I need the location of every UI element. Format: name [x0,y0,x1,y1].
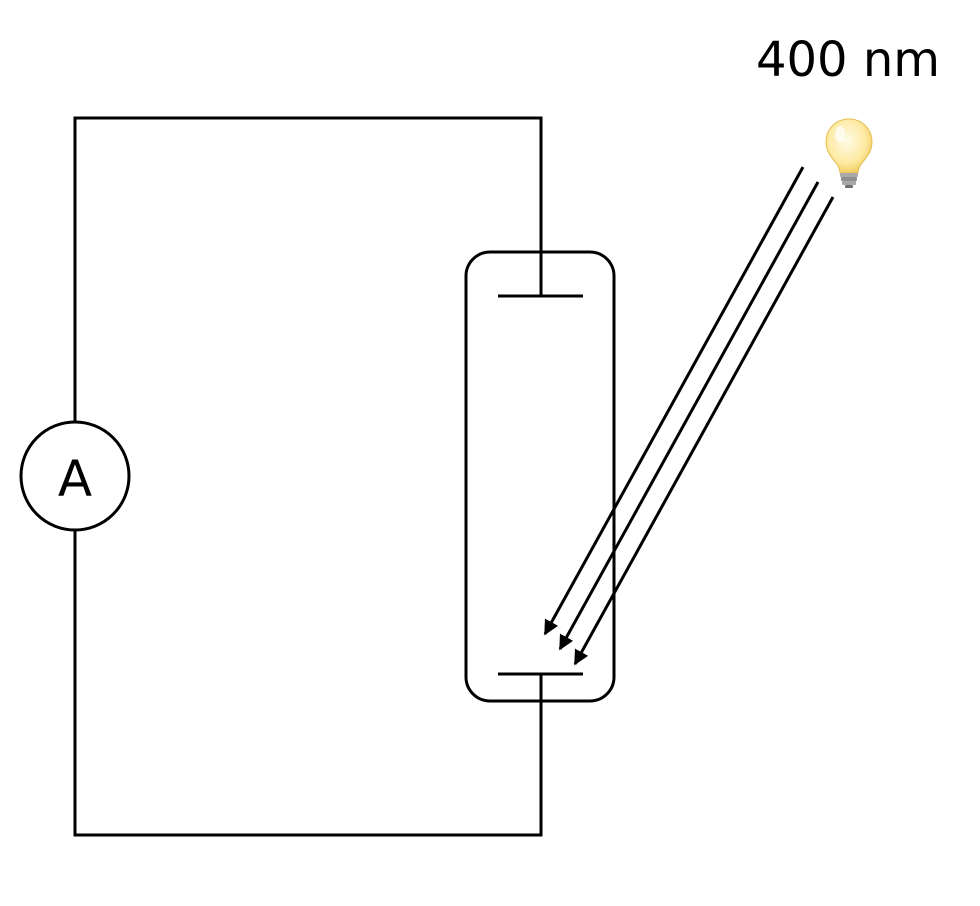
light-ray-3 [573,196,835,666]
bulb-highlight [835,126,845,142]
tube-envelope [464,250,616,703]
bulb-base-1 [840,173,858,177]
bulb-glass [825,118,873,174]
light-rays [543,166,835,666]
bulb-base-3 [842,181,856,185]
bulb-tip [845,185,853,188]
bulb-base-2 [841,177,857,181]
wavelength-label: 400 nm [756,32,940,88]
ammeter-label: A [58,450,92,508]
light-ray-2 [558,181,820,651]
ammeter-circle [19,420,131,532]
light-bulb-icon [825,118,873,188]
vacuum-tube [464,250,616,703]
light-ray-1 [543,166,805,636]
ammeter: A [19,420,131,532]
circuit-wires [73,116,543,837]
